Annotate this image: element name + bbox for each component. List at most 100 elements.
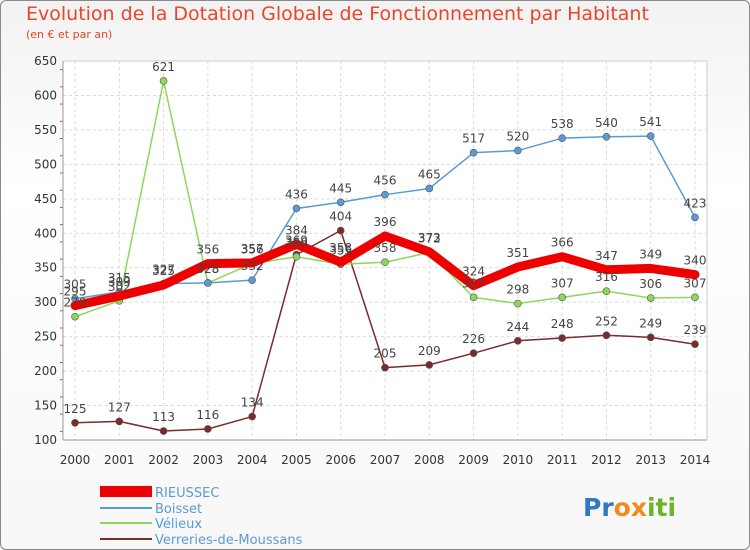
logo-part: Pr	[583, 493, 614, 522]
y-tick-label: 550	[34, 123, 57, 137]
data-label: 520	[506, 130, 529, 144]
data-label: 541	[639, 115, 662, 129]
x-tick-label: 2001	[104, 453, 135, 467]
legend: RIEUSSECBoissetVélieuxVerreries-de-Mouss…	[100, 486, 303, 548]
data-label: 347	[595, 249, 618, 263]
data-label: 358	[329, 241, 352, 255]
axes: 100 150 200 250 300 350 400 450 500 550 600 650 2000…	[34, 54, 710, 467]
x-tick-label: 2013	[635, 453, 666, 467]
y-tick-label: 350	[34, 261, 57, 275]
data-label: 356	[241, 243, 264, 257]
legend-label: Verreries-de-Moussans	[155, 533, 303, 548]
data-label: 127	[108, 400, 131, 414]
proxiti-logo: Proxiti	[583, 493, 676, 522]
data-label: 349	[639, 247, 662, 261]
legend-label: Boisset	[155, 502, 202, 517]
grid-lines	[63, 60, 707, 441]
data-point	[469, 293, 478, 302]
data-point	[602, 133, 611, 141]
data-point	[558, 293, 566, 302]
y-tick-label: 400	[34, 226, 57, 240]
data-label: 404	[329, 210, 352, 224]
data-point	[691, 270, 699, 279]
data-point	[691, 293, 699, 302]
data-point	[646, 333, 655, 342]
data-point	[336, 258, 345, 267]
data-point	[646, 264, 655, 273]
logo-part: x	[631, 493, 647, 522]
x-tick-label: 2011	[547, 453, 578, 467]
series-group	[70, 77, 700, 435]
data-point	[248, 276, 256, 284]
data-point	[381, 190, 389, 199]
data-label: 244	[506, 320, 529, 334]
data-label: 239	[684, 323, 707, 337]
chart-title: Evolution de la Dotation Globale de Fonc…	[26, 3, 649, 25]
data-point	[691, 213, 699, 222]
data-label: 315	[108, 271, 131, 285]
data-label: 372	[418, 232, 441, 246]
logo-part: iti	[647, 493, 676, 522]
data-label: 302	[108, 280, 131, 294]
y-tick-label: 200	[34, 364, 57, 378]
x-tick-label: 2010	[503, 453, 534, 467]
data-label: 116	[196, 408, 219, 422]
data-point	[558, 252, 567, 261]
legend-label: RIEUSSEC	[155, 486, 219, 501]
y-tick-label: 450	[34, 192, 57, 206]
data-label: 355	[329, 243, 352, 257]
y-tick-label: 650	[34, 54, 57, 68]
data-label: 295	[64, 285, 87, 299]
data-point	[292, 240, 301, 249]
chart-subtitle: (en € et par an)	[26, 28, 113, 41]
data-label: 252	[595, 314, 618, 328]
x-tick-label: 2002	[148, 453, 179, 467]
data-label: 328	[196, 262, 219, 276]
data-point	[646, 294, 655, 302]
data-point	[381, 363, 389, 372]
data-point	[469, 281, 478, 290]
y-tick-label: 250	[34, 330, 57, 344]
data-label: 205	[374, 347, 397, 361]
data-label: 279	[64, 296, 87, 310]
data-point	[248, 258, 257, 267]
data-label: 309	[108, 275, 131, 289]
legend-swatch	[100, 486, 152, 497]
data-label: 324	[462, 265, 485, 279]
x-tick-label: 2012	[591, 453, 622, 467]
data-point	[425, 184, 434, 193]
x-tick-label: 2014	[680, 453, 711, 467]
data-label: 517	[462, 132, 485, 146]
data-label: 465	[418, 167, 441, 181]
data-point	[691, 340, 699, 349]
data-point	[203, 259, 212, 268]
data-label: 369	[285, 234, 308, 248]
data-label: 209	[418, 344, 441, 358]
data-label: 307	[551, 276, 574, 290]
data-label: 445	[329, 181, 352, 195]
data-label: 325	[152, 264, 175, 278]
data-point	[71, 418, 79, 427]
x-tick-label: 2003	[193, 453, 224, 467]
y-tick-label: 300	[34, 295, 57, 309]
logo-text: Proxiti	[583, 493, 676, 522]
data-point	[159, 427, 168, 435]
data-point	[204, 425, 212, 433]
data-point	[381, 232, 389, 241]
data-label: 249	[639, 316, 662, 330]
data-point	[336, 226, 345, 235]
data-point	[115, 291, 124, 300]
data-label: 248	[551, 317, 574, 331]
data-point	[381, 258, 389, 267]
y-tick-label: 100	[34, 433, 57, 447]
data-label: 134	[241, 396, 264, 410]
logo-part: o	[614, 493, 631, 522]
data-label: 307	[462, 276, 485, 290]
data-label: 423	[684, 196, 707, 210]
data-label: 125	[64, 402, 87, 416]
data-label: 351	[506, 246, 529, 260]
data-label: 332	[241, 259, 264, 273]
data-point	[71, 301, 79, 310]
data-point	[425, 361, 434, 369]
data-point	[115, 417, 124, 426]
